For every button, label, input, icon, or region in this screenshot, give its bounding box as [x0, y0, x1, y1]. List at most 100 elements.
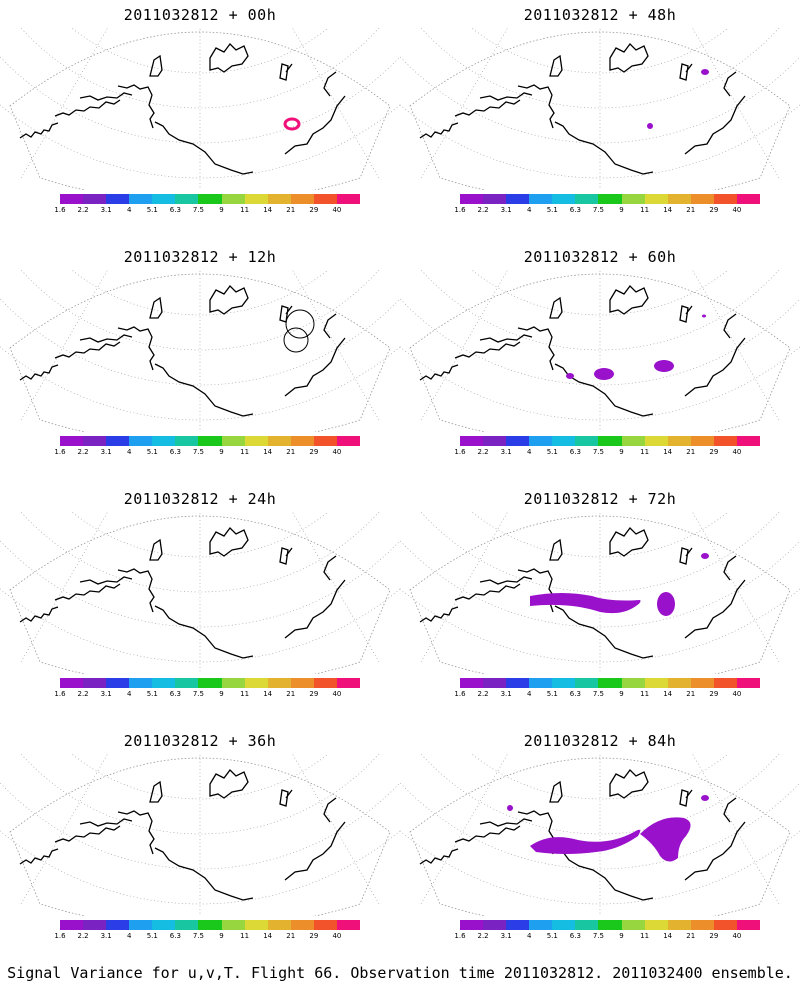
colorbar-swatch — [336, 678, 361, 688]
longitude-line — [19, 270, 108, 422]
colorbar — [60, 436, 361, 446]
longitude-line — [692, 28, 781, 180]
colorbar-swatch — [60, 678, 84, 688]
colorbar-ticks: 1.6 2.2 3.1 4 5.1 6.3 7.5 9 11 14 21 29 40 — [54, 690, 360, 700]
colorbar-tick-label: 9 — [219, 932, 224, 940]
colorbar-tick-label: 21 — [686, 206, 696, 214]
colorbar-tick-label: 11 — [640, 448, 650, 456]
colorbar-tick-label: 3.1 — [100, 932, 112, 940]
signal-blob — [507, 805, 513, 811]
colorbar-tick-label: 29 — [709, 448, 719, 456]
panel-title: 2011032812 + 84h — [523, 732, 677, 750]
colorbar-tick-label: 7.5 — [192, 690, 205, 698]
colorbar-swatch — [598, 678, 622, 688]
colorbar-swatch — [83, 194, 107, 204]
colorbar-tick-label: 3.1 — [500, 448, 512, 456]
longitude-line — [692, 512, 781, 664]
colorbar-swatch — [529, 678, 553, 688]
longitude-line — [692, 270, 781, 422]
colorbar-swatch — [152, 678, 176, 688]
colorbar-swatch — [483, 194, 507, 204]
greenland-coast — [209, 769, 249, 799]
colorbar-tick-label: 11 — [640, 932, 650, 940]
longitude-line — [0, 270, 200, 290]
colorbar-tick-label: 9 — [219, 206, 224, 214]
alaska-coast — [149, 538, 163, 561]
colorbar-tick-label: 5.1 — [146, 932, 158, 940]
colorbar-tick-label: 5.1 — [546, 690, 558, 698]
longitude-line — [0, 512, 200, 532]
colorbar-swatch — [244, 920, 268, 930]
colorbar-tick-label: 7.5 — [592, 206, 605, 214]
colorbar-swatch — [690, 194, 714, 204]
colorbar-tick-label: 6.3 — [569, 690, 581, 698]
signal-blob — [647, 123, 653, 129]
colorbar-swatch — [460, 436, 484, 446]
colorbar-swatch — [60, 920, 84, 930]
alaska-coast — [549, 54, 563, 77]
signal-blob — [701, 553, 709, 559]
longitude-line — [400, 270, 600, 290]
colorbar — [460, 678, 761, 688]
alaska-coast — [549, 780, 563, 803]
colorbar-swatch — [175, 436, 199, 446]
colorbar-swatch — [198, 920, 222, 930]
colorbar — [60, 920, 361, 930]
colorbar-tick-label: 11 — [240, 932, 250, 940]
signal-band — [530, 829, 641, 854]
colorbar-tick-label: 40 — [332, 690, 342, 698]
colorbar-swatch — [267, 194, 291, 204]
colorbar-swatch — [644, 678, 668, 688]
colorbar-swatch — [267, 678, 291, 688]
colorbar-tick-label: 14 — [663, 448, 673, 456]
signal-ring — [283, 117, 301, 131]
colorbar-tick-label: 6.3 — [169, 448, 181, 456]
colorbar-swatch — [667, 920, 691, 930]
latitude-line — [400, 588, 800, 663]
signal-blob — [701, 69, 709, 75]
colorbar-swatch — [290, 194, 314, 204]
colorbar-tick-label: 6.3 — [169, 932, 181, 940]
latitude-line — [0, 588, 400, 663]
longitude-line — [400, 754, 600, 774]
longitude-line — [419, 270, 508, 422]
colorbar-swatch — [483, 920, 507, 930]
greenland-coast — [209, 43, 249, 73]
colorbar-ticks: 1.6 2.2 3.1 4 5.1 6.3 7.5 9 11 14 21 29 40 — [454, 206, 760, 216]
colorbar-tick-label: 21 — [286, 690, 296, 698]
colorbar-tick-label: 21 — [686, 448, 696, 456]
colorbar-swatch — [244, 436, 268, 446]
island-coast — [679, 305, 693, 323]
colorbar-swatch — [221, 436, 245, 446]
colorbar — [60, 678, 361, 688]
colorbar-tick-label: 29 — [709, 690, 719, 698]
colorbar-swatch — [621, 678, 645, 688]
signal-blob — [566, 373, 574, 379]
colorbar-swatch — [244, 194, 268, 204]
signal-blob — [657, 592, 675, 616]
colorbar-swatch — [83, 678, 107, 688]
latitude-line — [0, 104, 400, 179]
colorbar-tick-label: 14 — [263, 690, 273, 698]
colorbar-ticks: 1.6 2.2 3.1 4 5.1 6.3 7.5 9 11 14 21 29 40 — [454, 448, 760, 458]
colorbar-swatch — [175, 678, 199, 688]
colorbar-swatch — [129, 194, 153, 204]
colorbar-swatch — [483, 678, 507, 688]
colorbar-swatch — [575, 678, 599, 688]
colorbar-swatch — [506, 678, 530, 688]
coastline — [19, 555, 346, 659]
colorbar-swatch — [175, 194, 199, 204]
longitude-line — [419, 512, 508, 664]
panel-36h: 2011032812 + 36h 1.6 2.2 3.1 4 5.1 6.3 7.5 9 11 1… — [0, 726, 400, 966]
colorbar-swatch — [506, 436, 530, 446]
latitude-line — [0, 830, 400, 905]
colorbar-tick-label: 2.2 — [477, 206, 489, 214]
colorbar-tick-label: 2.2 — [477, 448, 489, 456]
colorbar-tick-label: 7.5 — [592, 448, 605, 456]
colorbar-tick-label: 1.6 — [54, 206, 66, 214]
colorbar-swatch — [313, 194, 337, 204]
colorbar-tick-label: 21 — [286, 448, 296, 456]
colorbar-tick-label: 1.6 — [54, 932, 66, 940]
colorbar-swatch — [106, 920, 130, 930]
colorbar-swatch — [460, 194, 484, 204]
